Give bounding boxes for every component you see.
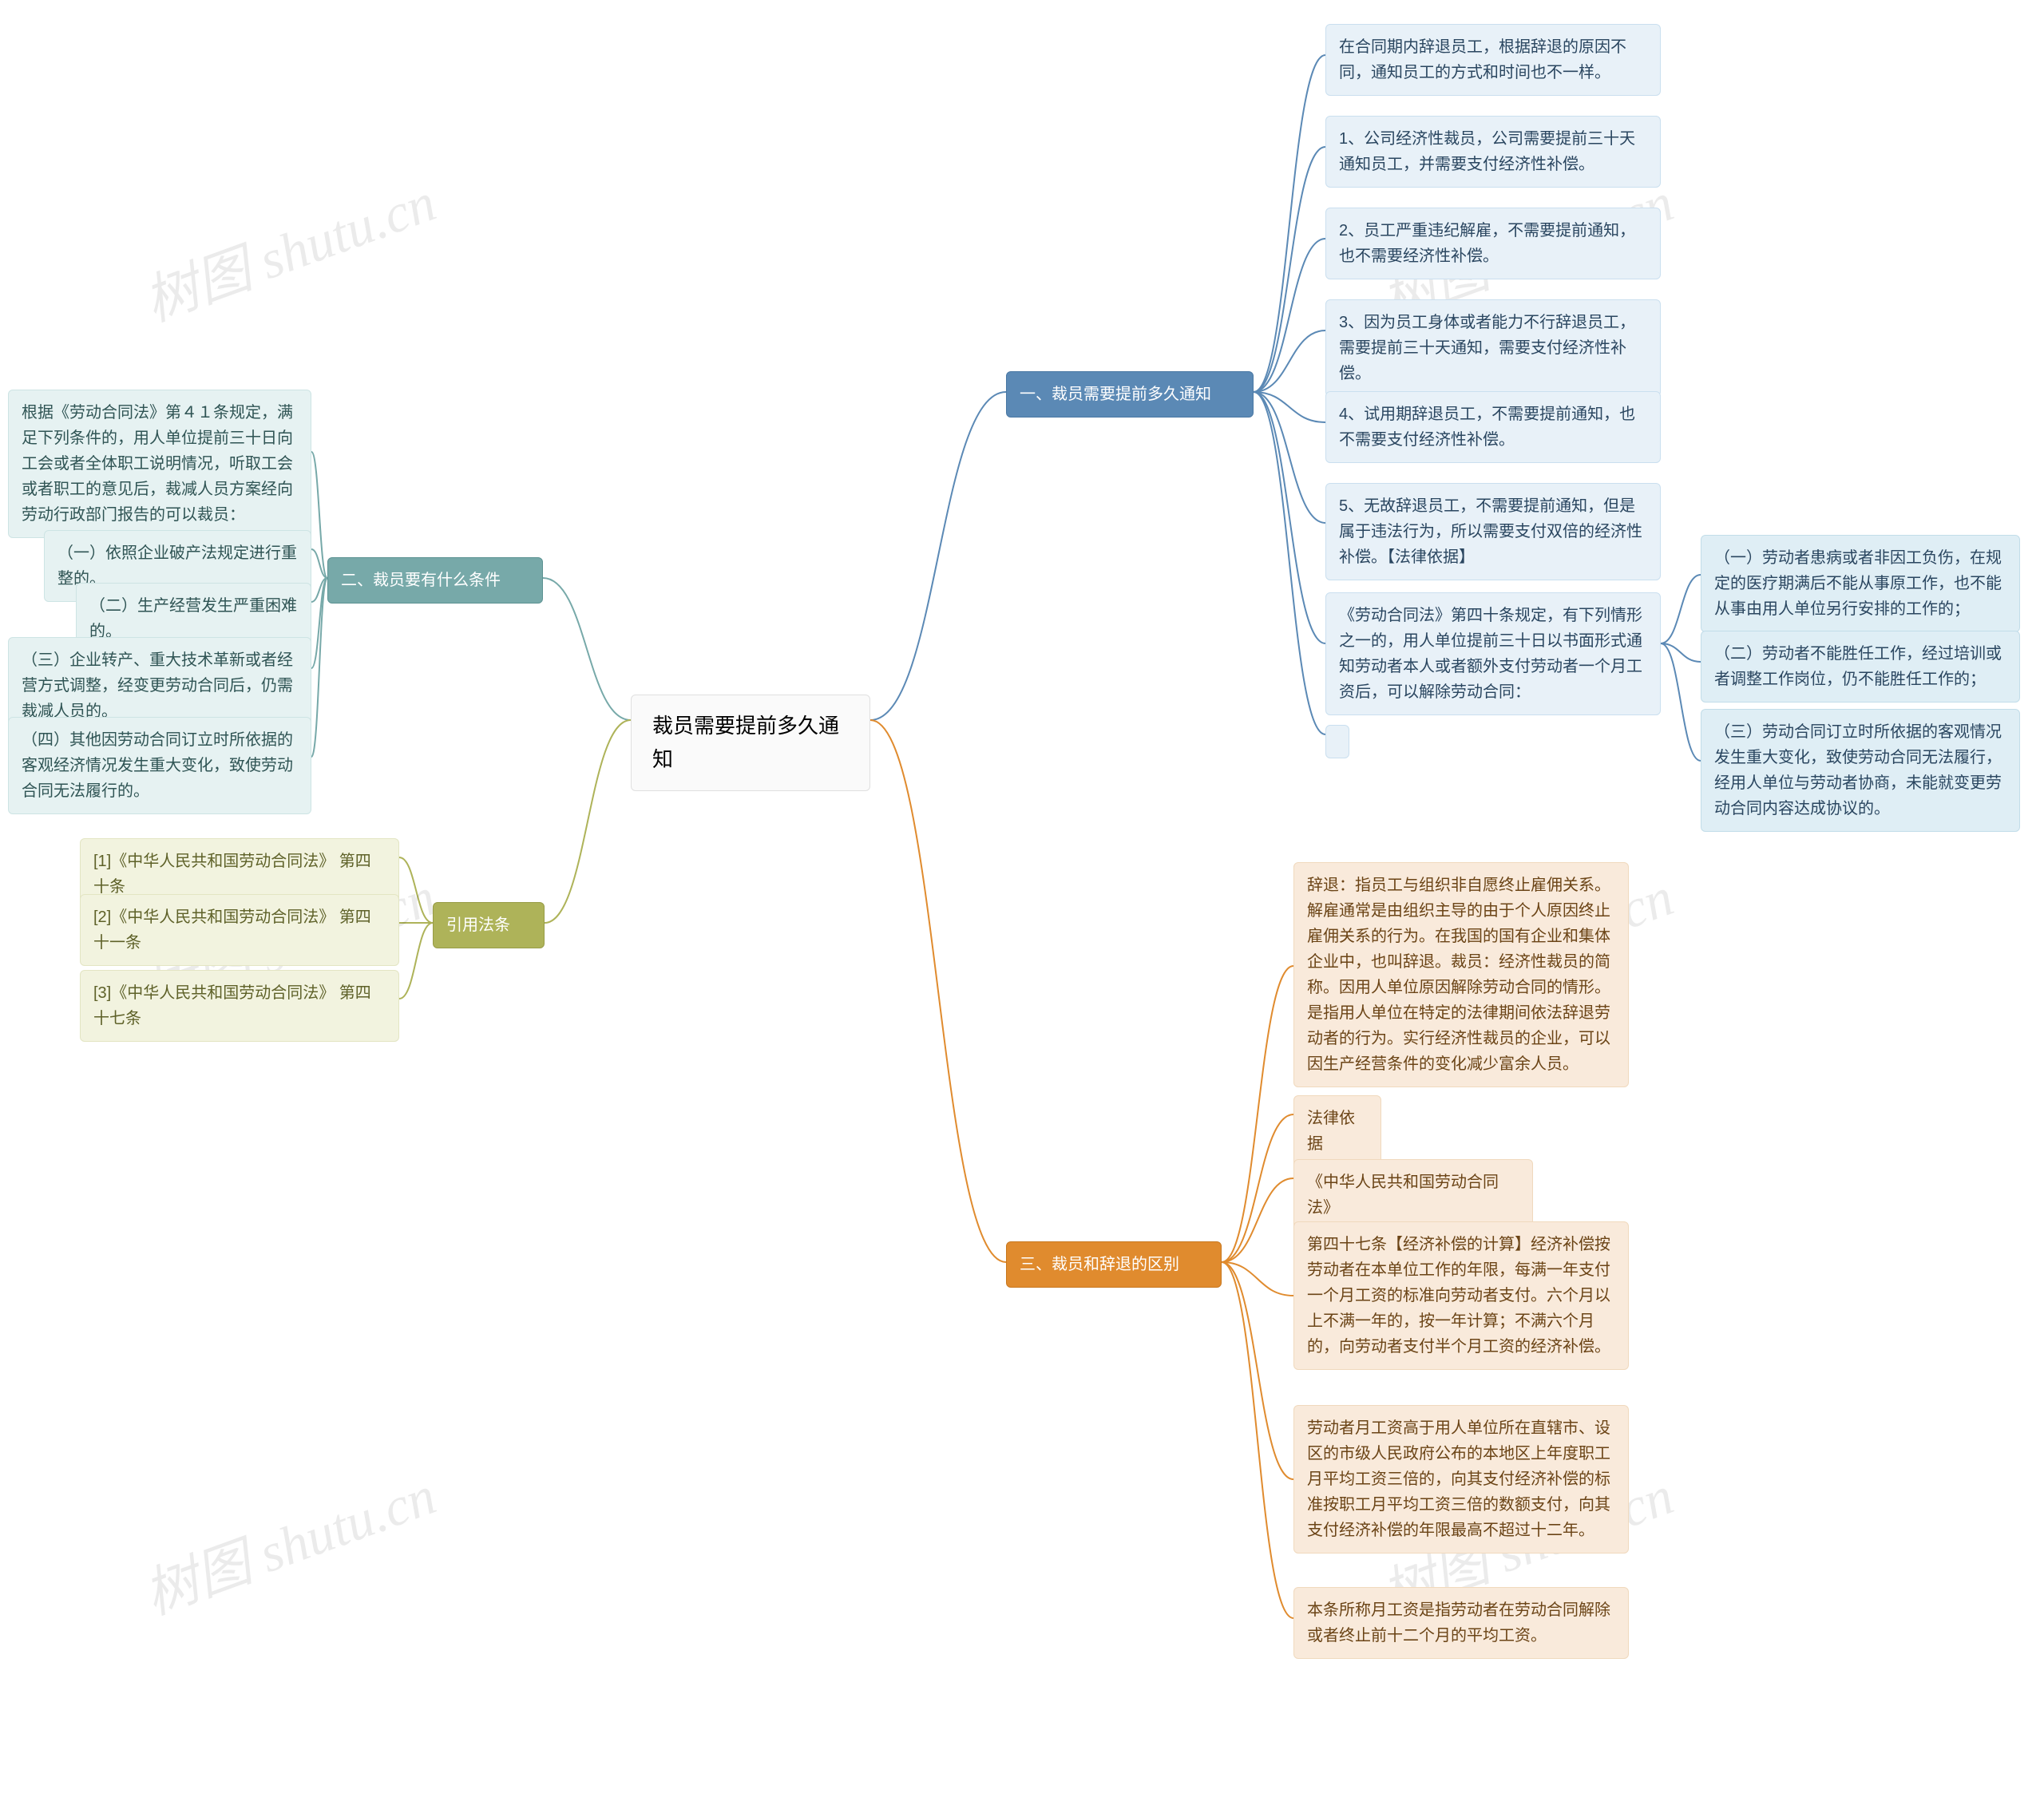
leaf-b1-6[interactable]: 《劳动合同法》第四十条规定，有下列情形之一的，用人单位提前三十日以书面形式通知劳… <box>1325 592 1661 715</box>
branch-b4[interactable]: 三、裁员和辞退的区别 <box>1006 1241 1222 1288</box>
leaf-b2-4[interactable]: （四）其他因劳动合同订立时所依据的客观经济情况发生重大变化，致使劳动合同无法履行… <box>8 717 311 814</box>
branch-b2[interactable]: 二、裁员要有什么条件 <box>327 557 543 604</box>
subleaf-b1-6-2[interactable]: （三）劳动合同订立时所依据的客观情况发生重大变化，致使劳动合同无法履行，经用人单… <box>1701 709 2020 832</box>
leaf-b1-5[interactable]: 5、无故辞退员工，不需要提前通知，但是属于违法行为，所以需要支付双倍的经济性补偿… <box>1325 483 1661 580</box>
leaf-b4-0[interactable]: 辞退：指员工与组织非自愿终止雇佣关系。解雇通常是由组织主导的由于个人原因终止雇佣… <box>1293 862 1629 1087</box>
root-node[interactable]: 裁员需要提前多久通知 <box>631 695 870 791</box>
leaf-b1-1[interactable]: 1、公司经济性裁员，公司需要提前三十天通知员工，并需要支付经济性补偿。 <box>1325 116 1661 188</box>
leaf-b4-4[interactable]: 劳动者月工资高于用人单位所在直辖市、设区的市级人民政府公布的本地区上年度职工月平… <box>1293 1405 1629 1554</box>
leaf-b1-7[interactable] <box>1325 725 1349 758</box>
leaf-b4-1[interactable]: 法律依据 <box>1293 1095 1381 1167</box>
leaf-b1-2[interactable]: 2、员工严重违纪解雇，不需要提前通知，也不需要经济性补偿。 <box>1325 208 1661 279</box>
branch-b1[interactable]: 一、裁员需要提前多久通知 <box>1006 371 1254 418</box>
subleaf-b1-6-0[interactable]: （一）劳动者患病或者非因工负伤，在规定的医疗期满后不能从事原工作，也不能从事由用… <box>1701 535 2020 632</box>
watermark: 树图 shutu.cn <box>132 1451 445 1630</box>
watermark: 树图 shutu.cn <box>132 158 445 337</box>
leaf-b1-4[interactable]: 4、试用期辞退员工，不需要提前通知，也不需要支付经济性补偿。 <box>1325 391 1661 463</box>
subleaf-b1-6-1[interactable]: （二）劳动者不能胜任工作，经过培训或者调整工作岗位，仍不能胜任工作的； <box>1701 631 2020 703</box>
leaf-b4-5[interactable]: 本条所称月工资是指劳动者在劳动合同解除或者终止前十二个月的平均工资。 <box>1293 1587 1629 1659</box>
leaf-b1-3[interactable]: 3、因为员工身体或者能力不行辞退员工，需要提前三十天通知，需要支付经济性补偿。 <box>1325 299 1661 397</box>
leaf-b4-3[interactable]: 第四十七条【经济补偿的计算】经济补偿按劳动者在本单位工作的年限，每满一年支付一个… <box>1293 1221 1629 1370</box>
leaf-b3-2[interactable]: [3]《中华人民共和国劳动合同法》 第四十七条 <box>80 970 399 1042</box>
leaf-b4-2[interactable]: 《中华人民共和国劳动合同法》 <box>1293 1159 1533 1231</box>
mindmap-canvas: 树图 shutu.cn树图 shutu.cn树图 shutu.cn树图 shut… <box>0 0 2044 1793</box>
leaf-b1-0[interactable]: 在合同期内辞退员工，根据辞退的原因不同，通知员工的方式和时间也不一样。 <box>1325 24 1661 96</box>
leaf-b2-0[interactable]: 根据《劳动合同法》第４１条规定，满足下列条件的，用人单位提前三十日向工会或者全体… <box>8 390 311 538</box>
leaf-b3-1[interactable]: [2]《中华人民共和国劳动合同法》 第四十一条 <box>80 894 399 966</box>
branch-b3[interactable]: 引用法条 <box>433 902 545 948</box>
